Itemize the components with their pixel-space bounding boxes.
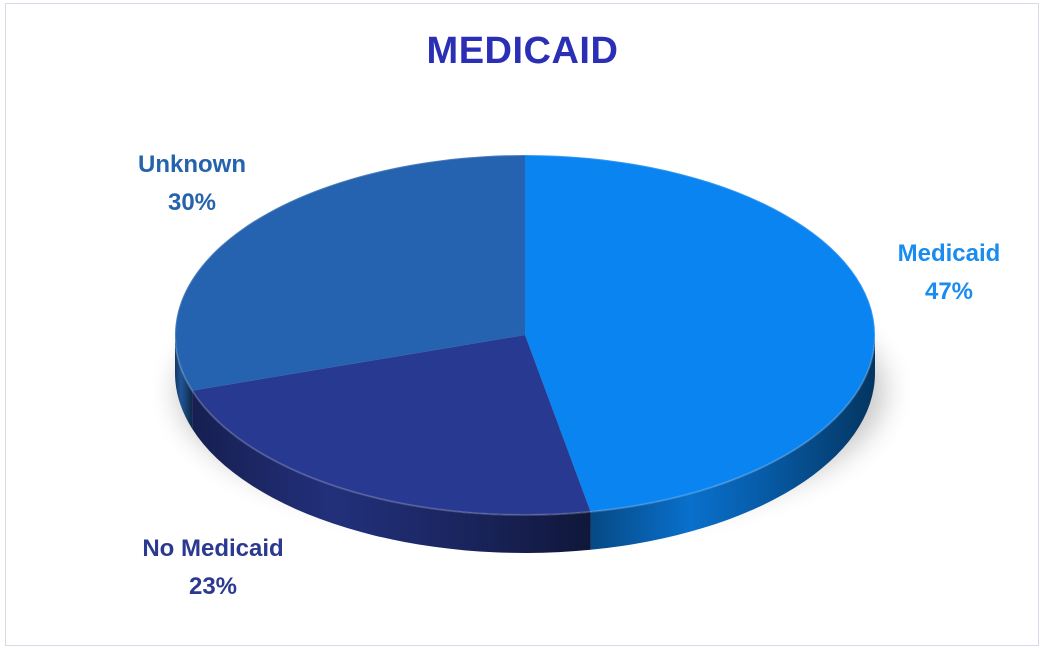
slice-side-medicaid bbox=[590, 335, 875, 550]
slice-side-unknown bbox=[175, 335, 193, 429]
slice-label-value: 30% bbox=[167, 189, 217, 216]
pie-rim-highlight bbox=[174, 154, 876, 516]
slice-label-value: 23% bbox=[188, 573, 238, 600]
chart-title: MEDICAID bbox=[426, 30, 619, 72]
slice-label-no-medicaid: No Medicaid 23% bbox=[103, 530, 323, 606]
slice-label-unknown: Unknown 30% bbox=[82, 146, 302, 222]
slice-no-medicaid bbox=[192, 335, 591, 515]
slice-label-category: Medicaid bbox=[897, 240, 1001, 267]
slice-unknown bbox=[174, 155, 525, 391]
slice-label-category: No Medicaid bbox=[142, 535, 284, 562]
slice-medicaid bbox=[525, 155, 875, 512]
slice-label-category: Unknown bbox=[138, 151, 246, 178]
slice-label-value: 47% bbox=[924, 278, 974, 305]
slice-side-no-medicaid bbox=[192, 390, 591, 553]
slice-label-medicaid: Medicaid 47% bbox=[839, 235, 1045, 311]
